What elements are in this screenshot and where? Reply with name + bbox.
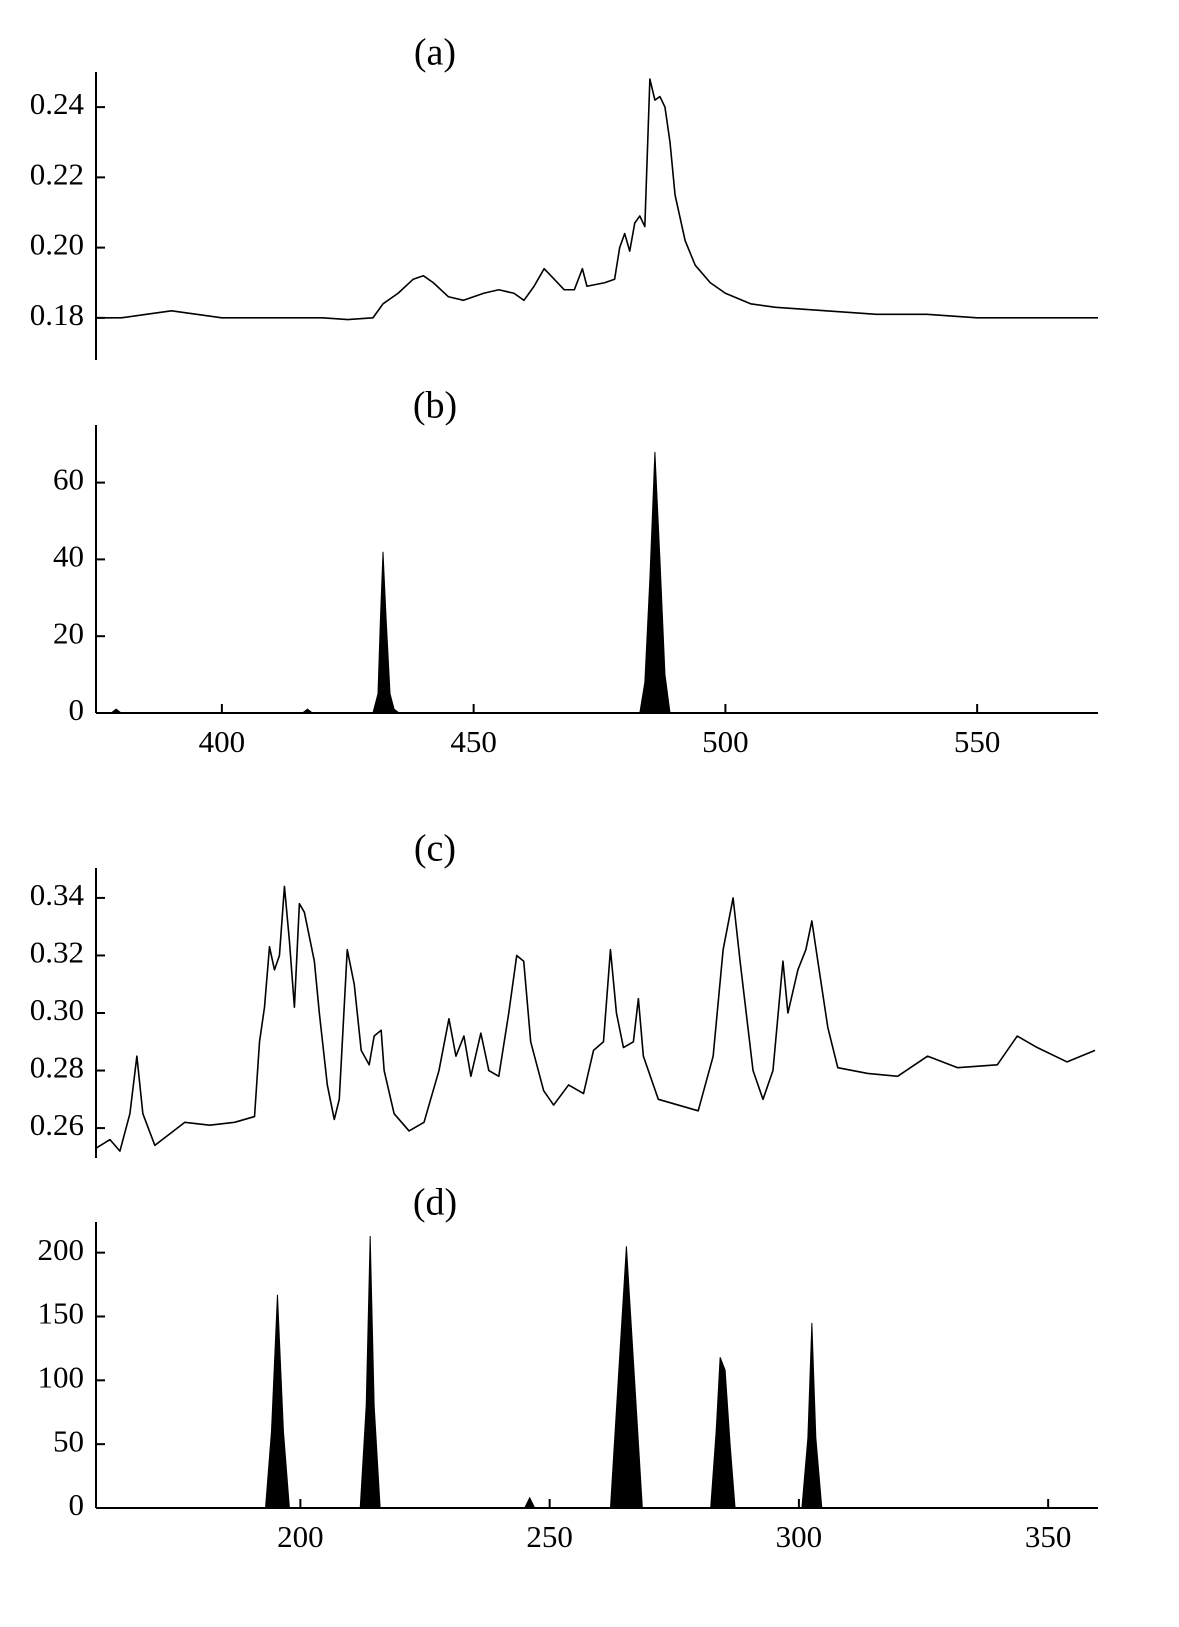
panel-title: (a): [414, 32, 456, 74]
y-tick-label: 0.34: [30, 877, 85, 912]
y-tick-label: 0.32: [30, 935, 84, 970]
y-tick-label: 60: [53, 462, 84, 497]
x-tick-label: 250: [526, 1519, 573, 1554]
y-tick-label: 0.18: [30, 297, 84, 332]
y-tick-label: 200: [38, 1232, 85, 1267]
y-tick-label: 0.22: [30, 156, 84, 191]
panel-title: (b): [413, 385, 457, 427]
x-tick-label: 450: [450, 724, 497, 759]
x-tick-label: 300: [776, 1519, 823, 1554]
spectrum-area: [96, 1236, 1098, 1509]
y-tick-label: 0: [69, 692, 85, 727]
spectrum-area: [96, 451, 1098, 714]
y-tick-label: 20: [53, 615, 84, 650]
x-tick-label: 350: [1025, 1519, 1072, 1554]
y-tick-label: 0.20: [30, 227, 84, 262]
y-tick-label: 0.26: [30, 1107, 84, 1142]
panel-title: (d): [413, 1182, 457, 1224]
spectrum-line: [95, 885, 1096, 1152]
y-tick-label: 0: [69, 1487, 85, 1522]
x-tick-label: 400: [199, 724, 246, 759]
y-tick-label: 40: [53, 539, 84, 574]
y-tick-label: 50: [53, 1423, 84, 1458]
x-tick-label: 500: [702, 724, 749, 759]
spectrum-line: [96, 78, 1098, 321]
y-tick-label: 100: [38, 1359, 85, 1394]
x-tick-label: 200: [277, 1519, 324, 1554]
panel-title: (c): [414, 828, 456, 870]
y-tick-label: 0.30: [30, 992, 84, 1027]
y-tick-label: 0.28: [30, 1050, 84, 1085]
x-tick-label: 550: [954, 724, 1001, 759]
y-tick-label: 150: [38, 1296, 85, 1331]
y-tick-label: 0.24: [30, 86, 85, 121]
